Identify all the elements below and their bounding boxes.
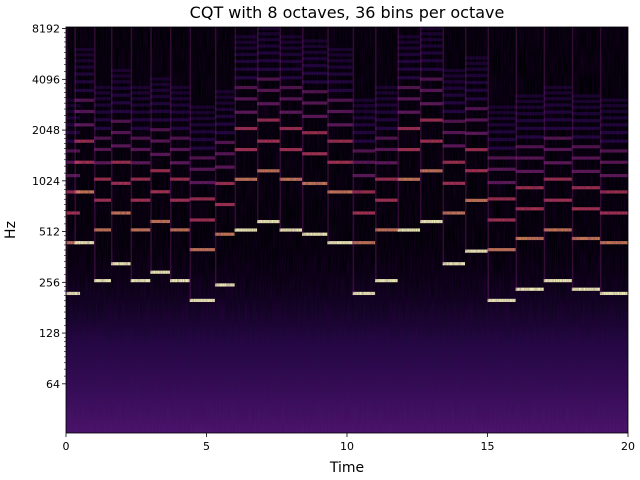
y-tick-label: 256 [39,276,60,289]
x-tick-label: 15 [481,440,495,453]
y-tick-label: 128 [39,327,60,340]
y-tick-label: 1024 [32,175,60,188]
x-tick-label: 20 [621,440,635,453]
y-axis-label: Hz [3,221,19,239]
x-axis-label: Time [329,460,364,476]
chart-title: CQT with 8 octaves, 36 bins per octave [190,3,505,22]
spectrogram-plot-area [66,27,628,433]
y-tick-label: 2048 [32,124,60,137]
spectrogram-texture [66,27,628,433]
y-tick-label: 512 [39,226,60,239]
y-tick-label: 64 [46,378,60,391]
y-tick-label: 4096 [32,73,60,86]
x-tick-label: 5 [203,440,210,453]
y-tick-label: 8192 [32,23,60,36]
x-axis: 0 5 10 15 20 [63,433,635,453]
x-tick-label: 0 [63,440,70,453]
x-tick-label: 10 [340,440,354,453]
y-axis: 64 128 256 512 1024 2048 4096 8192 [32,23,66,391]
